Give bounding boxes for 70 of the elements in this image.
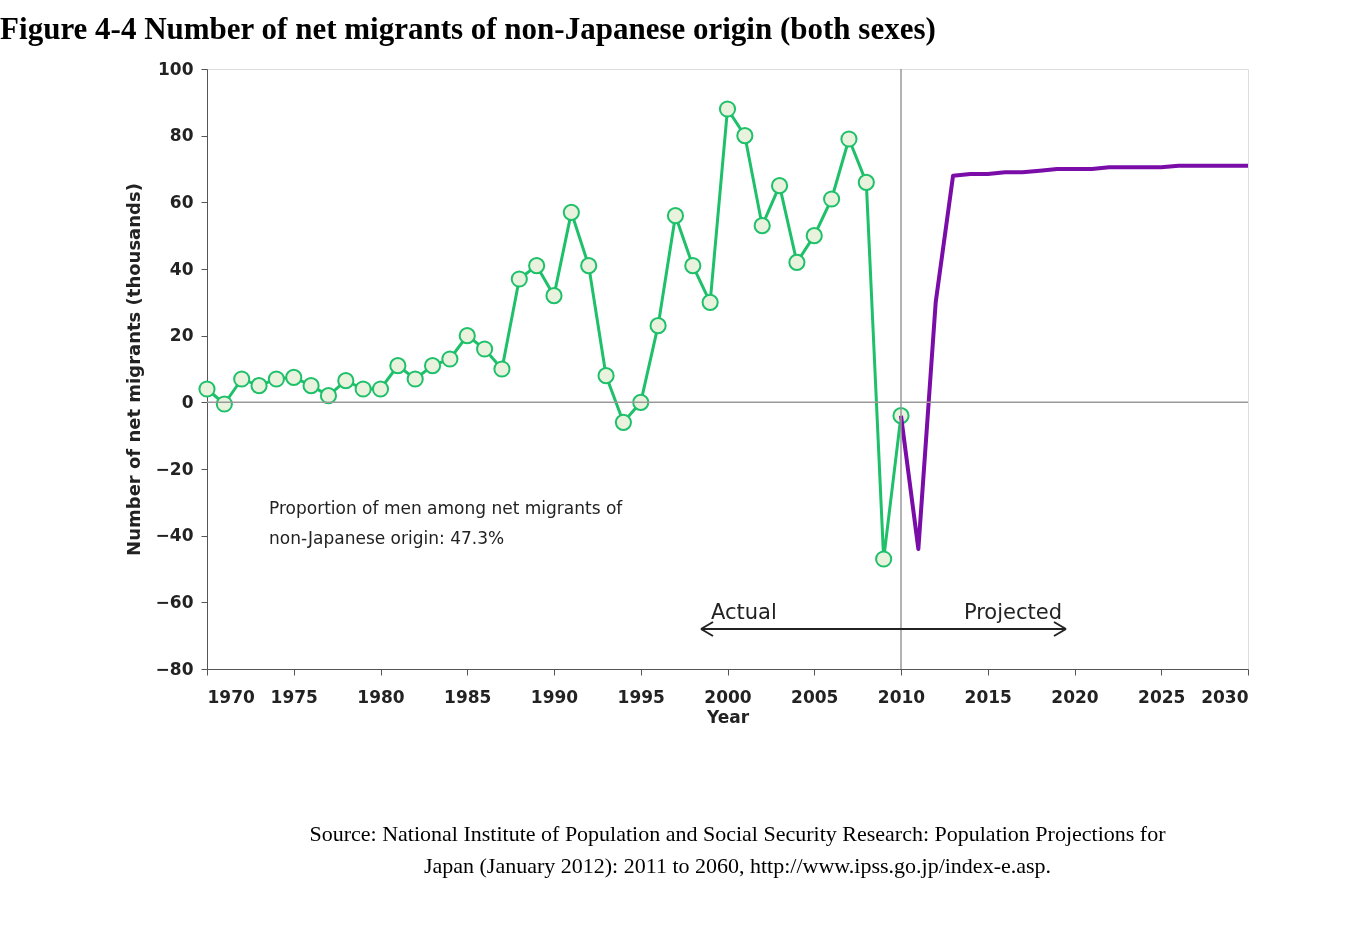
point	[580, 257, 598, 275]
point	[857, 173, 875, 191]
point	[823, 190, 841, 208]
y-tick-label: −20	[155, 458, 194, 479]
y-tick-label: −60	[155, 591, 194, 612]
x-tick-label: 1985	[444, 686, 492, 707]
point	[337, 372, 355, 390]
chart-title: Figure 4-4 Number of net migrants of non-Japanese origin (both sexes)	[0, 11, 936, 46]
x-tick-label: 2030	[1201, 686, 1249, 707]
y-axis-title: Number of net migrants (thousands)	[122, 183, 144, 556]
point	[319, 387, 338, 405]
point	[684, 257, 702, 275]
point	[215, 395, 233, 413]
point	[649, 317, 667, 335]
x-tick-label: 2000	[704, 686, 752, 707]
y-tick-label: 100	[158, 58, 194, 79]
point	[528, 257, 546, 275]
point	[770, 177, 789, 195]
point	[666, 207, 685, 225]
x-tick-label: 1970	[207, 686, 255, 707]
point	[788, 253, 806, 271]
point	[875, 550, 893, 568]
x-tick-label: 2010	[877, 686, 926, 707]
point	[632, 393, 650, 411]
annotation: Projected	[963, 600, 1062, 624]
y-tick-label: 60	[169, 191, 194, 212]
point	[614, 413, 632, 431]
point	[406, 370, 424, 388]
x-tick-label: 1995	[617, 686, 665, 707]
point	[476, 340, 494, 358]
point	[389, 357, 407, 375]
point	[510, 270, 528, 288]
point	[423, 357, 442, 375]
x-tick-label: 1975	[270, 686, 318, 707]
point	[285, 368, 303, 386]
x-tick-label: 1990	[530, 686, 579, 707]
y-tick-label: −80	[155, 658, 194, 679]
point	[562, 203, 580, 221]
point	[198, 380, 216, 398]
point	[250, 377, 268, 395]
annotation: Actual	[711, 600, 777, 624]
point	[458, 327, 476, 345]
point	[371, 380, 390, 398]
point	[233, 370, 251, 388]
y-tick-label: −40	[155, 525, 194, 546]
point	[354, 380, 372, 398]
y-tick-label: 20	[169, 325, 194, 346]
point	[441, 350, 459, 368]
x-tick-label: 1980	[357, 686, 405, 707]
y-tick-label: 40	[169, 258, 194, 279]
y-tick-label: 80	[169, 125, 194, 146]
point	[302, 377, 320, 395]
x-tick-label: 2015	[964, 686, 1012, 707]
point	[267, 370, 285, 388]
point	[545, 287, 563, 305]
point	[753, 217, 771, 235]
point	[493, 360, 511, 378]
x-tick-label: 2005	[791, 686, 839, 707]
y-tick-label: 0	[181, 391, 194, 412]
point	[718, 100, 737, 118]
point	[736, 127, 754, 145]
point	[805, 227, 823, 245]
x-axis-title: Year	[705, 706, 750, 727]
point	[597, 367, 615, 385]
x-tick-label: 2020	[1051, 686, 1099, 707]
point	[840, 130, 858, 148]
x-tick-label: 2025	[1138, 686, 1186, 707]
source-note: Source: National Institute of Population and Social Security Research: Population Projections for Japan (January 2012): 2011 to 2060, http://www.ipss.go.jp/index-e.asp.	[309, 821, 1167, 878]
annotation: Proportion of men among net migrants of non-Japanese origin: 47.3%	[269, 498, 624, 548]
point	[701, 293, 719, 311]
